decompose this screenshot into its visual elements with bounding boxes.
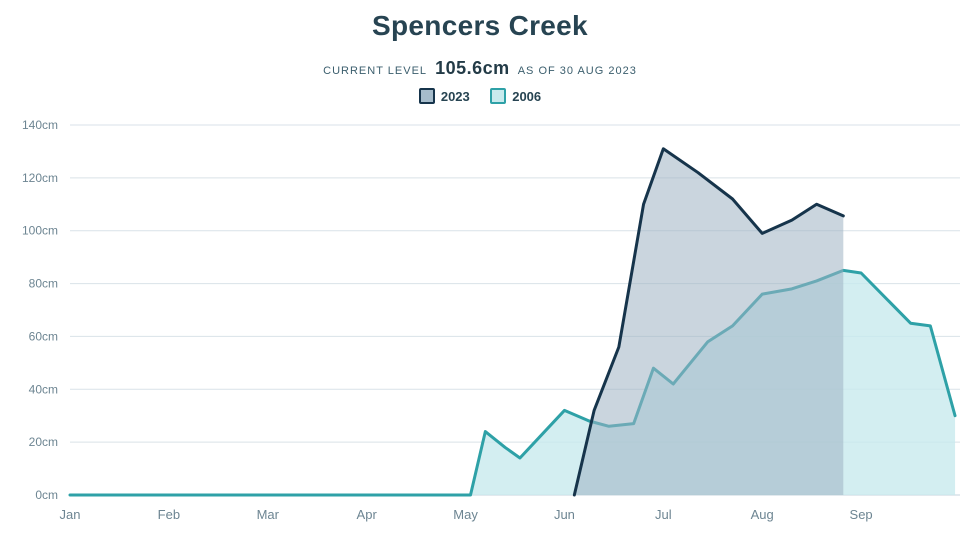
current-level-prefix: CURRENT LEVEL: [323, 65, 427, 77]
y-tick-label: 140cm: [22, 118, 58, 132]
legend-label-2006: 2006: [512, 89, 541, 104]
x-tick-label: Jul: [655, 507, 672, 522]
legend-swatch-icon: [490, 88, 506, 104]
current-level-suffix: AS OF 30 AUG 2023: [518, 65, 637, 77]
legend-swatch-icon: [419, 88, 435, 104]
x-tick-label: Apr: [357, 507, 378, 522]
chart-svg: 0cm 20cm 40cm 60cm 80cm 100cm 120cm 140cm Jan Feb…: [0, 115, 960, 541]
legend-item-2006: 2006: [490, 88, 541, 104]
legend-label-2023: 2023: [441, 89, 470, 104]
y-tick-label: 0cm: [35, 488, 58, 502]
current-level-line: CURRENT LEVEL 105.6cm AS OF 30 AUG 2023: [0, 58, 960, 79]
y-tick-label: 20cm: [29, 435, 58, 449]
y-tick-label: 60cm: [29, 329, 58, 343]
x-tick-label: Jan: [60, 507, 81, 522]
chart: 0cm 20cm 40cm 60cm 80cm 100cm 120cm 140cm Jan Feb…: [0, 115, 960, 541]
x-tick-label: Feb: [158, 507, 180, 522]
series-area-2023: [574, 149, 843, 495]
y-tick-label: 120cm: [22, 171, 58, 185]
legend-item-2023: 2023: [419, 88, 470, 104]
x-tick-label: May: [453, 507, 478, 522]
legend: 2023 2006: [0, 88, 960, 109]
y-tick-label: 80cm: [29, 277, 58, 291]
x-tick-label: Mar: [257, 507, 280, 522]
x-tick-label: Jun: [554, 507, 575, 522]
y-tick-label: 100cm: [22, 224, 58, 238]
x-tick-label: Aug: [751, 507, 774, 522]
y-tick-label: 40cm: [29, 382, 58, 396]
x-tick-label: Sep: [850, 507, 873, 522]
page-title: Spencers Creek: [0, 10, 960, 42]
current-level-value: 105.6cm: [435, 58, 510, 78]
